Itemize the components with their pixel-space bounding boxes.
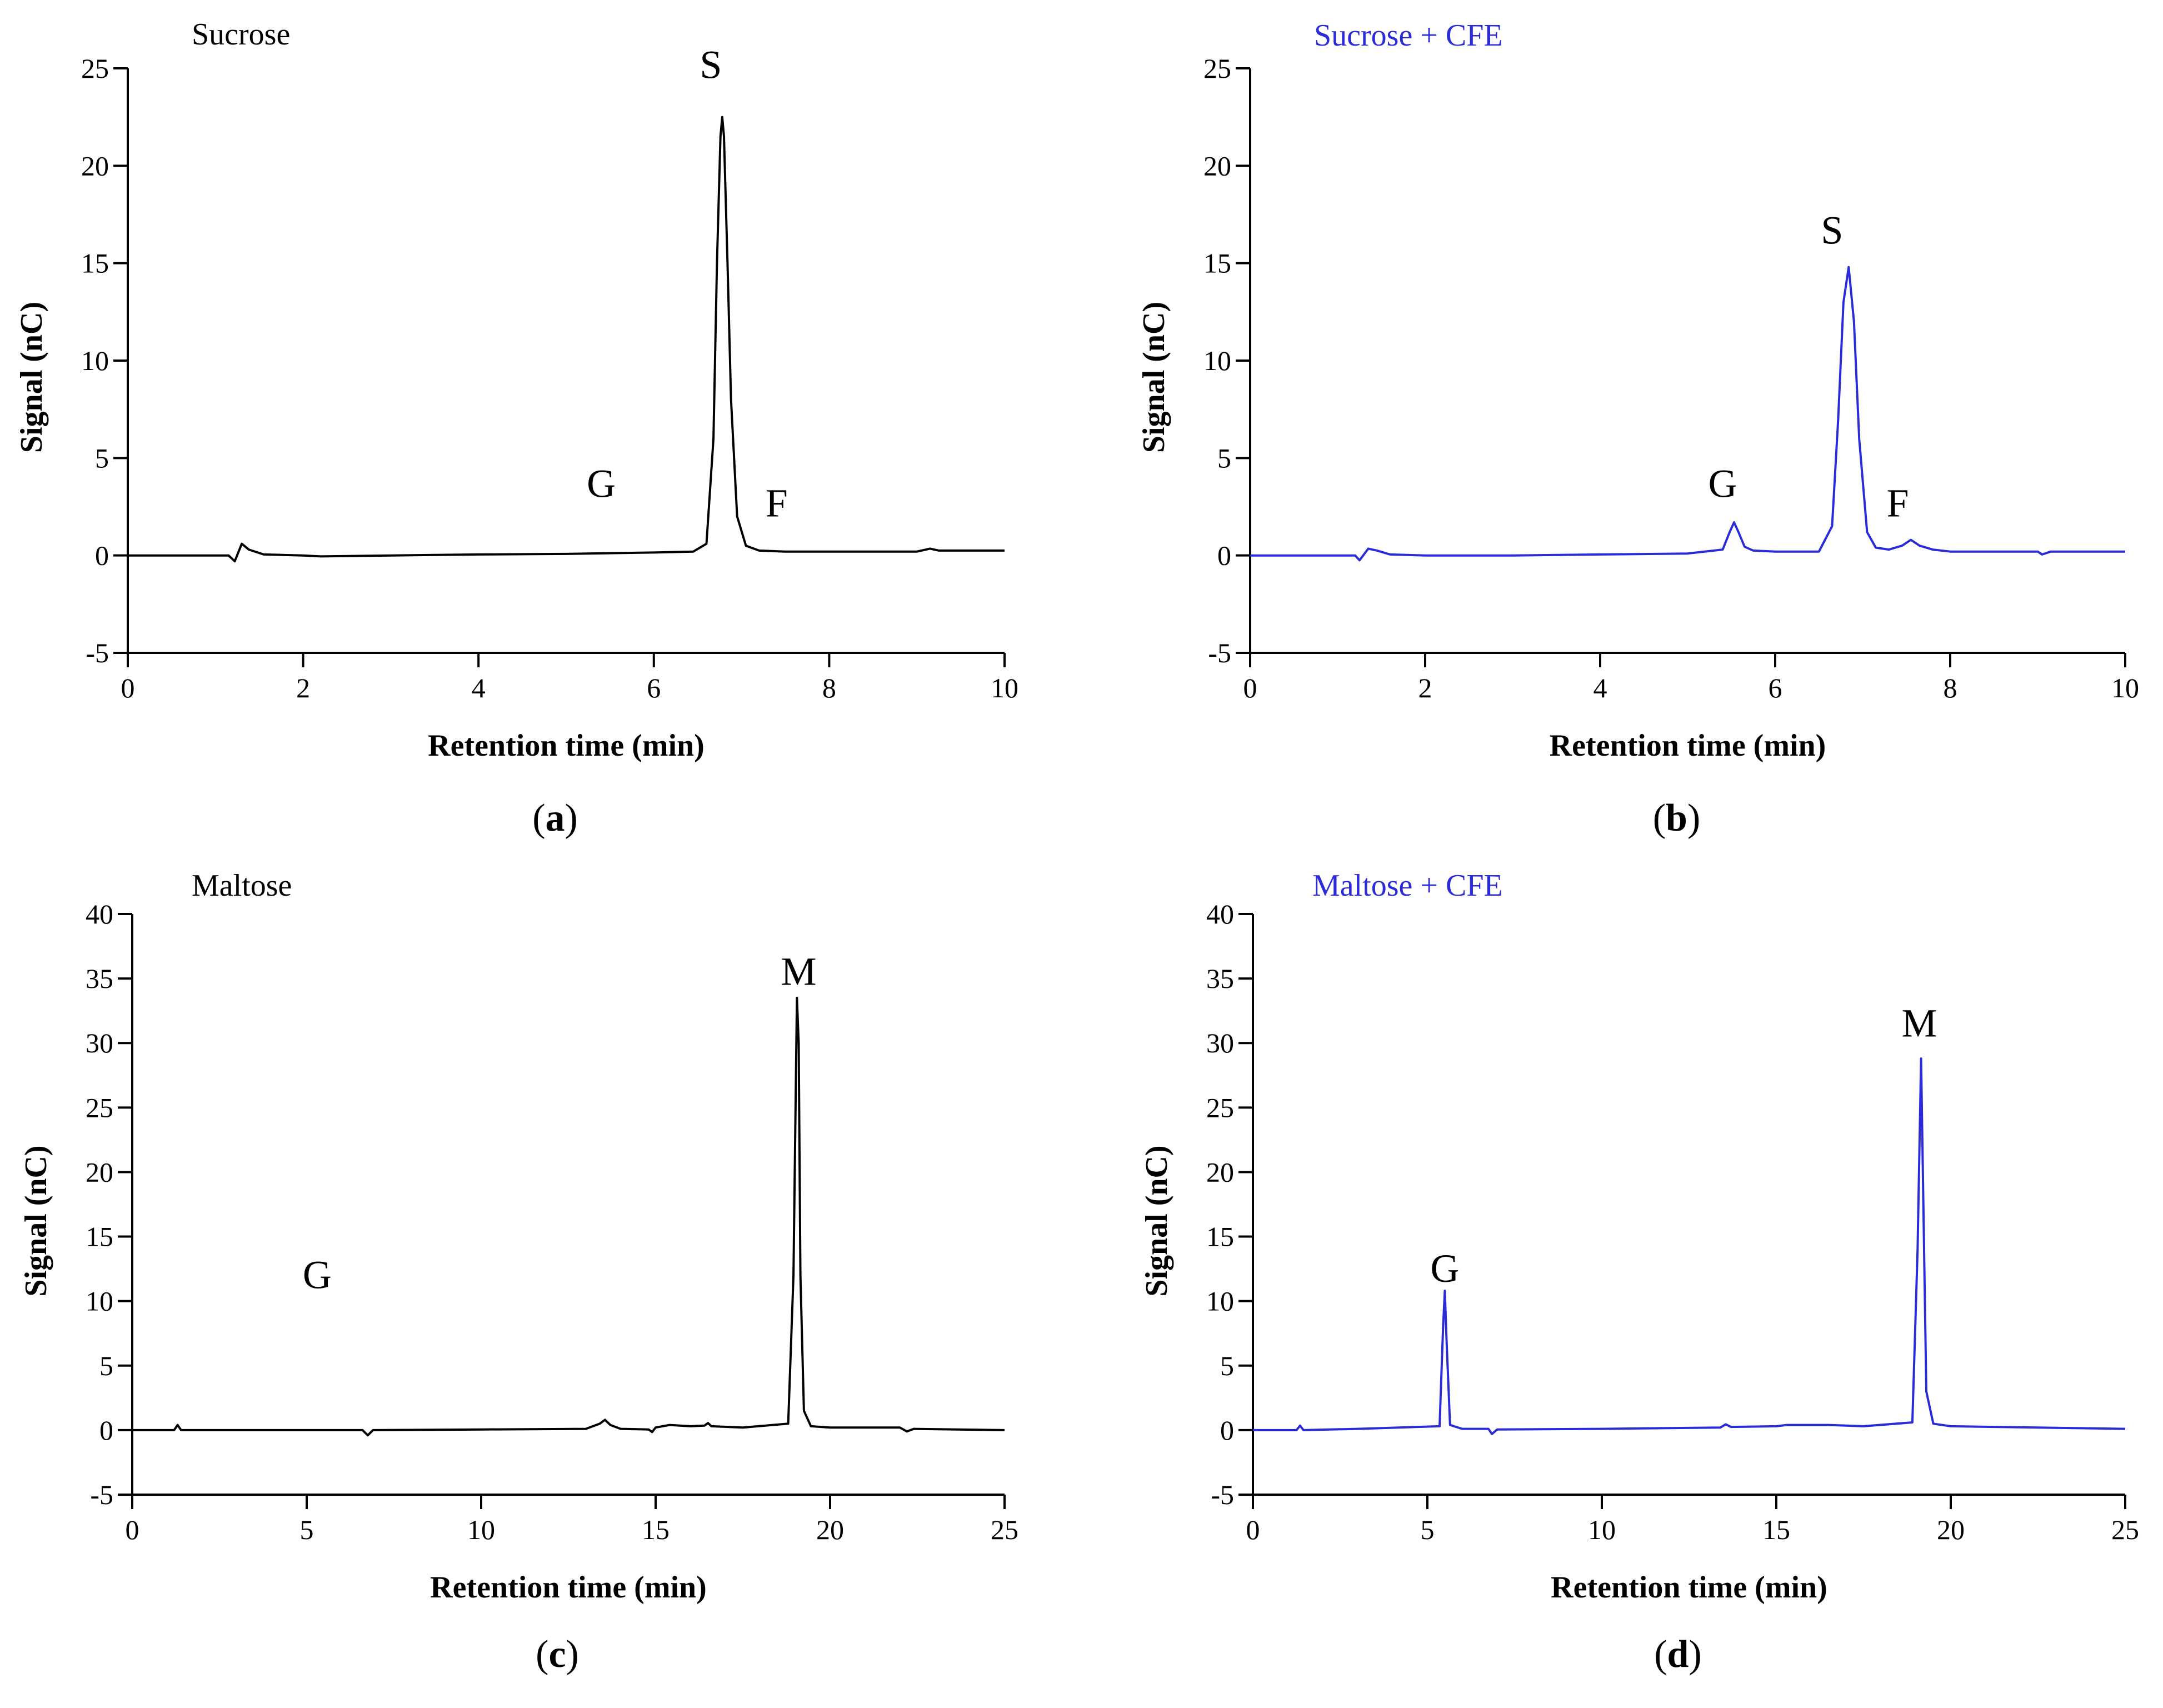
y-tick-label: -5 [90,1479,113,1510]
panel-title: Sucrose [192,17,290,52]
peak-label-F: F [766,481,788,526]
y-tick-label: 25 [1203,53,1231,84]
y-tick-label: 40 [86,898,113,930]
x-tick-label: 8 [822,672,836,703]
panel-caption: (a) [532,797,578,840]
x-axis-title: Retention time (min) [428,728,705,763]
y-tick-label: 0 [1217,540,1231,571]
y-tick-label: 5 [1217,442,1231,473]
x-tick-label: 0 [121,672,135,703]
y-tick-label: 35 [86,963,113,994]
panel-caption: (b) [1653,797,1701,840]
panel-a: -5 0 5 10 15 20 25 0 2 4 6 8 10 Retention time (min) S… [14,17,1018,840]
y-tick-label: 5 [1220,1350,1234,1381]
panel-title: Maltose + CFE [1312,868,1503,903]
y-tick-label: 25 [81,53,109,84]
x-tick-label: 2 [296,672,310,703]
peak-label-S: S [700,43,722,87]
x-tick-label: 2 [1418,672,1432,703]
peak-label-G: G [1430,1246,1459,1291]
x-axis-title: Retention time (min) [430,1570,707,1605]
y-tick-label: 15 [86,1221,113,1252]
x-tick-label: 20 [1937,1514,1965,1545]
x-tick-label: 15 [642,1514,670,1545]
y-tick-label: 15 [1203,248,1231,279]
x-tick-label: 10 [1588,1514,1616,1545]
panel-title: Sucrose + CFE [1314,18,1503,53]
panel-title: Maltose [192,868,292,903]
x-tick-label: 10 [467,1514,495,1545]
x-tick-label: 6 [647,672,661,703]
y-tick-label: 15 [81,248,109,279]
x-tick-label: 25 [2111,1514,2139,1545]
x-tick-label: 5 [1421,1514,1435,1545]
panel-b: -5 0 5 10 15 20 25 0 2 4 6 8 10 Retention time (min) S… [1137,18,2139,840]
x-tick-label: 15 [1762,1514,1790,1545]
y-tick-label: 35 [1206,963,1234,994]
y-tick-label: 0 [1220,1415,1234,1446]
y-tick-label: 10 [1203,345,1231,376]
x-tick-label: 6 [1769,672,1782,703]
x-tick-label: 0 [126,1514,139,1545]
y-tick-label: 25 [86,1092,113,1123]
y-tick-label: 20 [86,1156,113,1187]
y-tick-label: 25 [1206,1092,1234,1123]
y-tick-label: 20 [81,150,109,181]
y-tick-label: 0 [95,540,109,571]
x-tick-label: 10 [2111,672,2139,703]
y-tick-label: 15 [1206,1221,1234,1252]
peak-label-M: M [1901,1001,1937,1046]
x-tick-label: 20 [816,1514,844,1545]
peak-label-G: G [303,1252,332,1297]
peak-label-M: M [781,950,816,994]
peak-label-F: F [1886,481,1909,526]
y-tick-label: 10 [1206,1286,1234,1317]
panel-d: -5 0 5 10 15 20 25 30 35 40 0 5 10 15 20 25 Retention ti… [1140,868,2139,1676]
y-axis-title: Signal (nC) [1137,302,1171,453]
y-tick-label: 10 [81,345,109,376]
x-tick-label: 0 [1243,672,1257,703]
panel-caption: (c) [536,1633,579,1676]
trace-line [1250,266,2125,562]
y-axis-title: Signal (nC) [19,1145,53,1296]
x-tick-label: 8 [1944,672,1957,703]
peak-label-G: G [1709,461,1737,506]
panel-c: -5 0 5 10 15 20 25 30 35 40 0 5 10 15 20 25 Retention ti… [19,868,1018,1676]
y-tick-label: -5 [1208,637,1231,668]
y-tick-label: -5 [86,637,109,668]
panel-caption: (d) [1654,1633,1702,1676]
x-axis-title: Retention time (min) [1551,1570,1827,1605]
y-axis-title: Signal (nC) [14,302,49,453]
y-tick-label: 20 [1203,150,1231,181]
x-tick-label: 5 [300,1514,314,1545]
x-tick-label: 4 [1593,672,1607,703]
peak-label-G: G [587,461,616,506]
y-tick-label: 40 [1206,898,1234,930]
y-tick-label: 10 [86,1286,113,1317]
trace-line [128,116,1005,563]
x-tick-label: 0 [1246,1514,1260,1545]
x-axis-title: Retention time (min) [1550,728,1826,763]
y-tick-label: -5 [1211,1479,1234,1510]
x-tick-label: 25 [991,1514,1018,1545]
y-tick-label: 30 [86,1027,113,1058]
x-tick-label: 4 [472,672,486,703]
y-tick-label: 5 [95,442,109,473]
y-tick-label: 30 [1206,1027,1234,1058]
y-tick-label: 20 [1206,1156,1234,1187]
peak-label-S: S [1821,208,1843,253]
y-tick-label: 0 [99,1415,113,1446]
trace-line [132,996,1005,1437]
x-tick-label: 10 [991,672,1018,703]
y-tick-label: 5 [99,1350,113,1381]
y-axis-title: Signal (nC) [1140,1145,1174,1296]
trace-line [1253,1057,2126,1435]
